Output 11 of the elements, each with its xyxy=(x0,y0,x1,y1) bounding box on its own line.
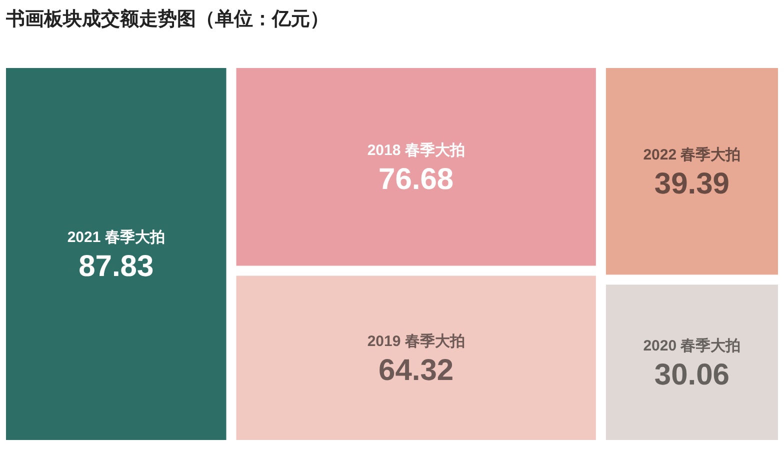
category-label: 2018 春季大拍 xyxy=(367,142,465,159)
category-label: 2021 春季大拍 xyxy=(67,229,165,246)
data-label: 39.39 xyxy=(654,167,730,200)
text: 书画板块成交额走势图（单位：亿元） xyxy=(5,8,329,30)
category-label: 2020 春季大拍 xyxy=(643,337,741,354)
data-label: 76.68 xyxy=(378,162,454,196)
category-label: 2019 春季大拍 xyxy=(367,332,465,350)
data-label: 87.83 xyxy=(78,250,154,283)
data-label: 30.06 xyxy=(654,358,730,392)
data-label: 64.32 xyxy=(378,354,454,387)
category-label: 2022 春季大拍 xyxy=(643,146,741,164)
